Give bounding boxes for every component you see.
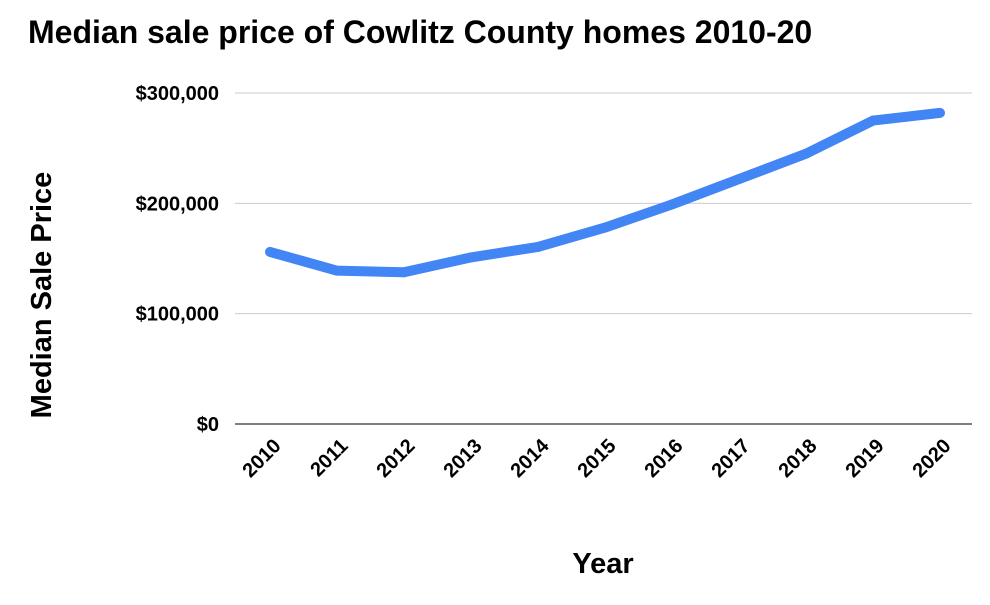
y-tick-label: $0 — [197, 414, 219, 436]
x-axis-ticks: 2010 2011 2012 2013 2014 2015 2016 2017 2018 2019… — [239, 434, 956, 482]
x-tick-label: 2018 — [775, 435, 822, 482]
x-tick-label: 2012 — [373, 435, 420, 482]
x-tick-label: 2016 — [641, 435, 688, 482]
data-point — [734, 174, 744, 185]
x-tick-label: 2013 — [440, 435, 487, 482]
y-tick-label: $300,000 — [136, 83, 219, 105]
data-point — [600, 222, 610, 233]
data-point — [533, 241, 543, 252]
x-tick-label: 2019 — [842, 435, 889, 482]
data-point — [399, 267, 409, 278]
y-axis-label: Median Sale Price — [26, 172, 58, 419]
x-tick-label: 2017 — [708, 435, 755, 482]
data-point — [332, 265, 342, 276]
y-tick-label: $200,000 — [136, 193, 219, 215]
x-tick-label: 2011 — [306, 435, 352, 481]
y-axis-ticks: $0 $100,000 $200,000 $300,000 — [136, 83, 219, 436]
x-tick-label: 2020 — [909, 435, 956, 482]
data-point — [868, 115, 878, 126]
x-tick-label: 2014 — [507, 434, 555, 482]
data-point — [801, 148, 811, 159]
x-tick-label: 2015 — [574, 435, 621, 482]
data-point — [667, 199, 677, 210]
gridlines — [235, 92, 972, 425]
data-point — [265, 246, 275, 257]
series-group — [265, 107, 945, 278]
data-point — [466, 252, 476, 263]
y-tick-label: $100,000 — [136, 304, 219, 326]
data-point — [935, 107, 945, 118]
series-line — [268, 107, 941, 278]
chart-title: Median sale price of Cowlitz County home… — [28, 14, 813, 50]
x-tick-label: 2010 — [239, 435, 286, 482]
x-axis-label: Year — [572, 548, 633, 580]
